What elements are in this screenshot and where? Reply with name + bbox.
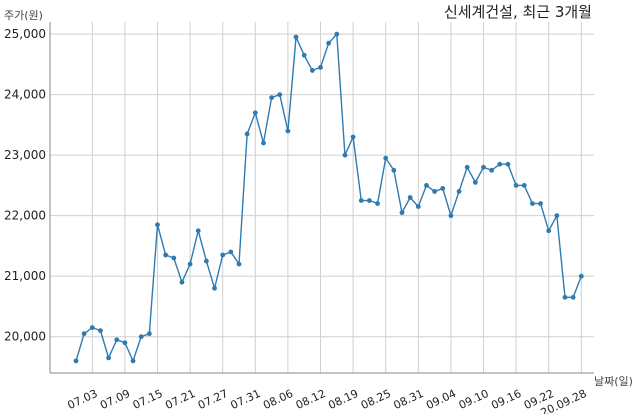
data-point <box>130 358 136 364</box>
data-point <box>415 204 421 209</box>
x-tick-label: 08.06 <box>261 387 295 412</box>
data-point <box>464 164 470 170</box>
data-point <box>98 328 103 334</box>
data-point <box>301 52 307 58</box>
data-point <box>383 155 389 161</box>
data-point <box>122 340 128 346</box>
price-series <box>73 31 584 364</box>
data-point <box>530 201 535 206</box>
price-line <box>75 32 582 363</box>
data-point <box>505 161 511 167</box>
x-tick-labels: 07.0307.0907.1507.2107.2707.3108.0608.12… <box>66 387 589 414</box>
x-tick-label: 09.16 <box>489 387 523 412</box>
data-point <box>367 198 372 203</box>
x-tick-label: 07.31 <box>229 387 263 412</box>
data-point <box>244 131 250 137</box>
data-point <box>407 195 413 200</box>
x-tick-label: 07.21 <box>163 387 197 412</box>
x-tick-label: 09.10 <box>457 387 491 412</box>
y-tick-labels: 20,000 21,000 22,000 23,000 24,000 25,000 <box>4 27 46 344</box>
x-tick-label: 07.09 <box>98 387 132 412</box>
data-point <box>81 331 87 337</box>
data-point <box>163 252 169 258</box>
y-axis-label: 주가(원) <box>4 9 43 22</box>
x-tick-label: 07.15 <box>131 387 165 412</box>
data-point <box>546 228 552 234</box>
y-tick-label: 20,000 <box>4 330 46 344</box>
x-tick-label: 08.19 <box>326 387 360 412</box>
data-point <box>220 252 226 258</box>
x-tick-label: 07.27 <box>196 387 230 412</box>
data-point <box>195 228 201 234</box>
data-point <box>432 189 437 194</box>
data-point <box>391 167 397 173</box>
data-point <box>578 273 584 279</box>
x-axis-label: 날짜(일) <box>594 374 633 388</box>
data-point <box>252 110 258 116</box>
data-point <box>481 164 486 170</box>
data-point <box>146 331 152 337</box>
data-point <box>424 182 429 188</box>
data-point <box>399 210 405 216</box>
data-point <box>334 31 340 37</box>
data-point <box>472 179 478 185</box>
data-point <box>448 213 454 219</box>
data-point <box>171 255 177 261</box>
data-point <box>155 222 160 228</box>
data-point <box>318 64 323 70</box>
data-point <box>89 325 95 331</box>
data-point <box>179 279 185 285</box>
data-point <box>489 167 495 173</box>
data-point <box>277 92 283 98</box>
data-point <box>497 161 503 167</box>
x-tick-label: 08.25 <box>359 387 393 412</box>
data-point <box>456 189 462 194</box>
grid-lines <box>50 22 594 373</box>
data-point <box>521 182 527 188</box>
x-tick-label: 07.03 <box>66 387 100 412</box>
data-point <box>538 201 543 206</box>
data-point <box>554 213 560 219</box>
y-tick-label: 22,000 <box>4 209 46 223</box>
x-tick-label: 08.31 <box>392 387 426 412</box>
data-point <box>358 198 364 203</box>
data-point <box>513 182 519 188</box>
data-point <box>285 128 291 134</box>
data-point <box>570 294 576 300</box>
data-point <box>236 261 242 267</box>
axes <box>49 22 594 374</box>
data-point <box>73 358 79 364</box>
data-point <box>309 68 315 73</box>
data-point <box>342 152 348 158</box>
data-point <box>326 40 332 46</box>
data-point <box>228 249 234 255</box>
x-tick-label: 09.04 <box>424 387 458 412</box>
data-point <box>269 95 274 101</box>
data-point <box>350 134 356 140</box>
y-tick-label: 25,000 <box>4 27 46 41</box>
y-tick-label: 21,000 <box>4 269 46 283</box>
chart-title: 신세계건설, 최근 3개월 <box>444 3 592 21</box>
data-point <box>562 294 568 300</box>
data-point <box>212 285 217 291</box>
data-point <box>187 261 193 267</box>
data-point <box>440 186 446 191</box>
data-point <box>375 201 380 206</box>
data-point <box>204 258 209 264</box>
data-point <box>138 334 144 340</box>
data-point <box>106 355 111 361</box>
data-point <box>114 337 120 343</box>
x-tick-label: 08.12 <box>294 387 328 412</box>
data-point <box>261 140 266 146</box>
y-tick-label: 24,000 <box>4 88 46 102</box>
y-tick-label: 23,000 <box>4 148 46 162</box>
data-point <box>293 34 299 40</box>
